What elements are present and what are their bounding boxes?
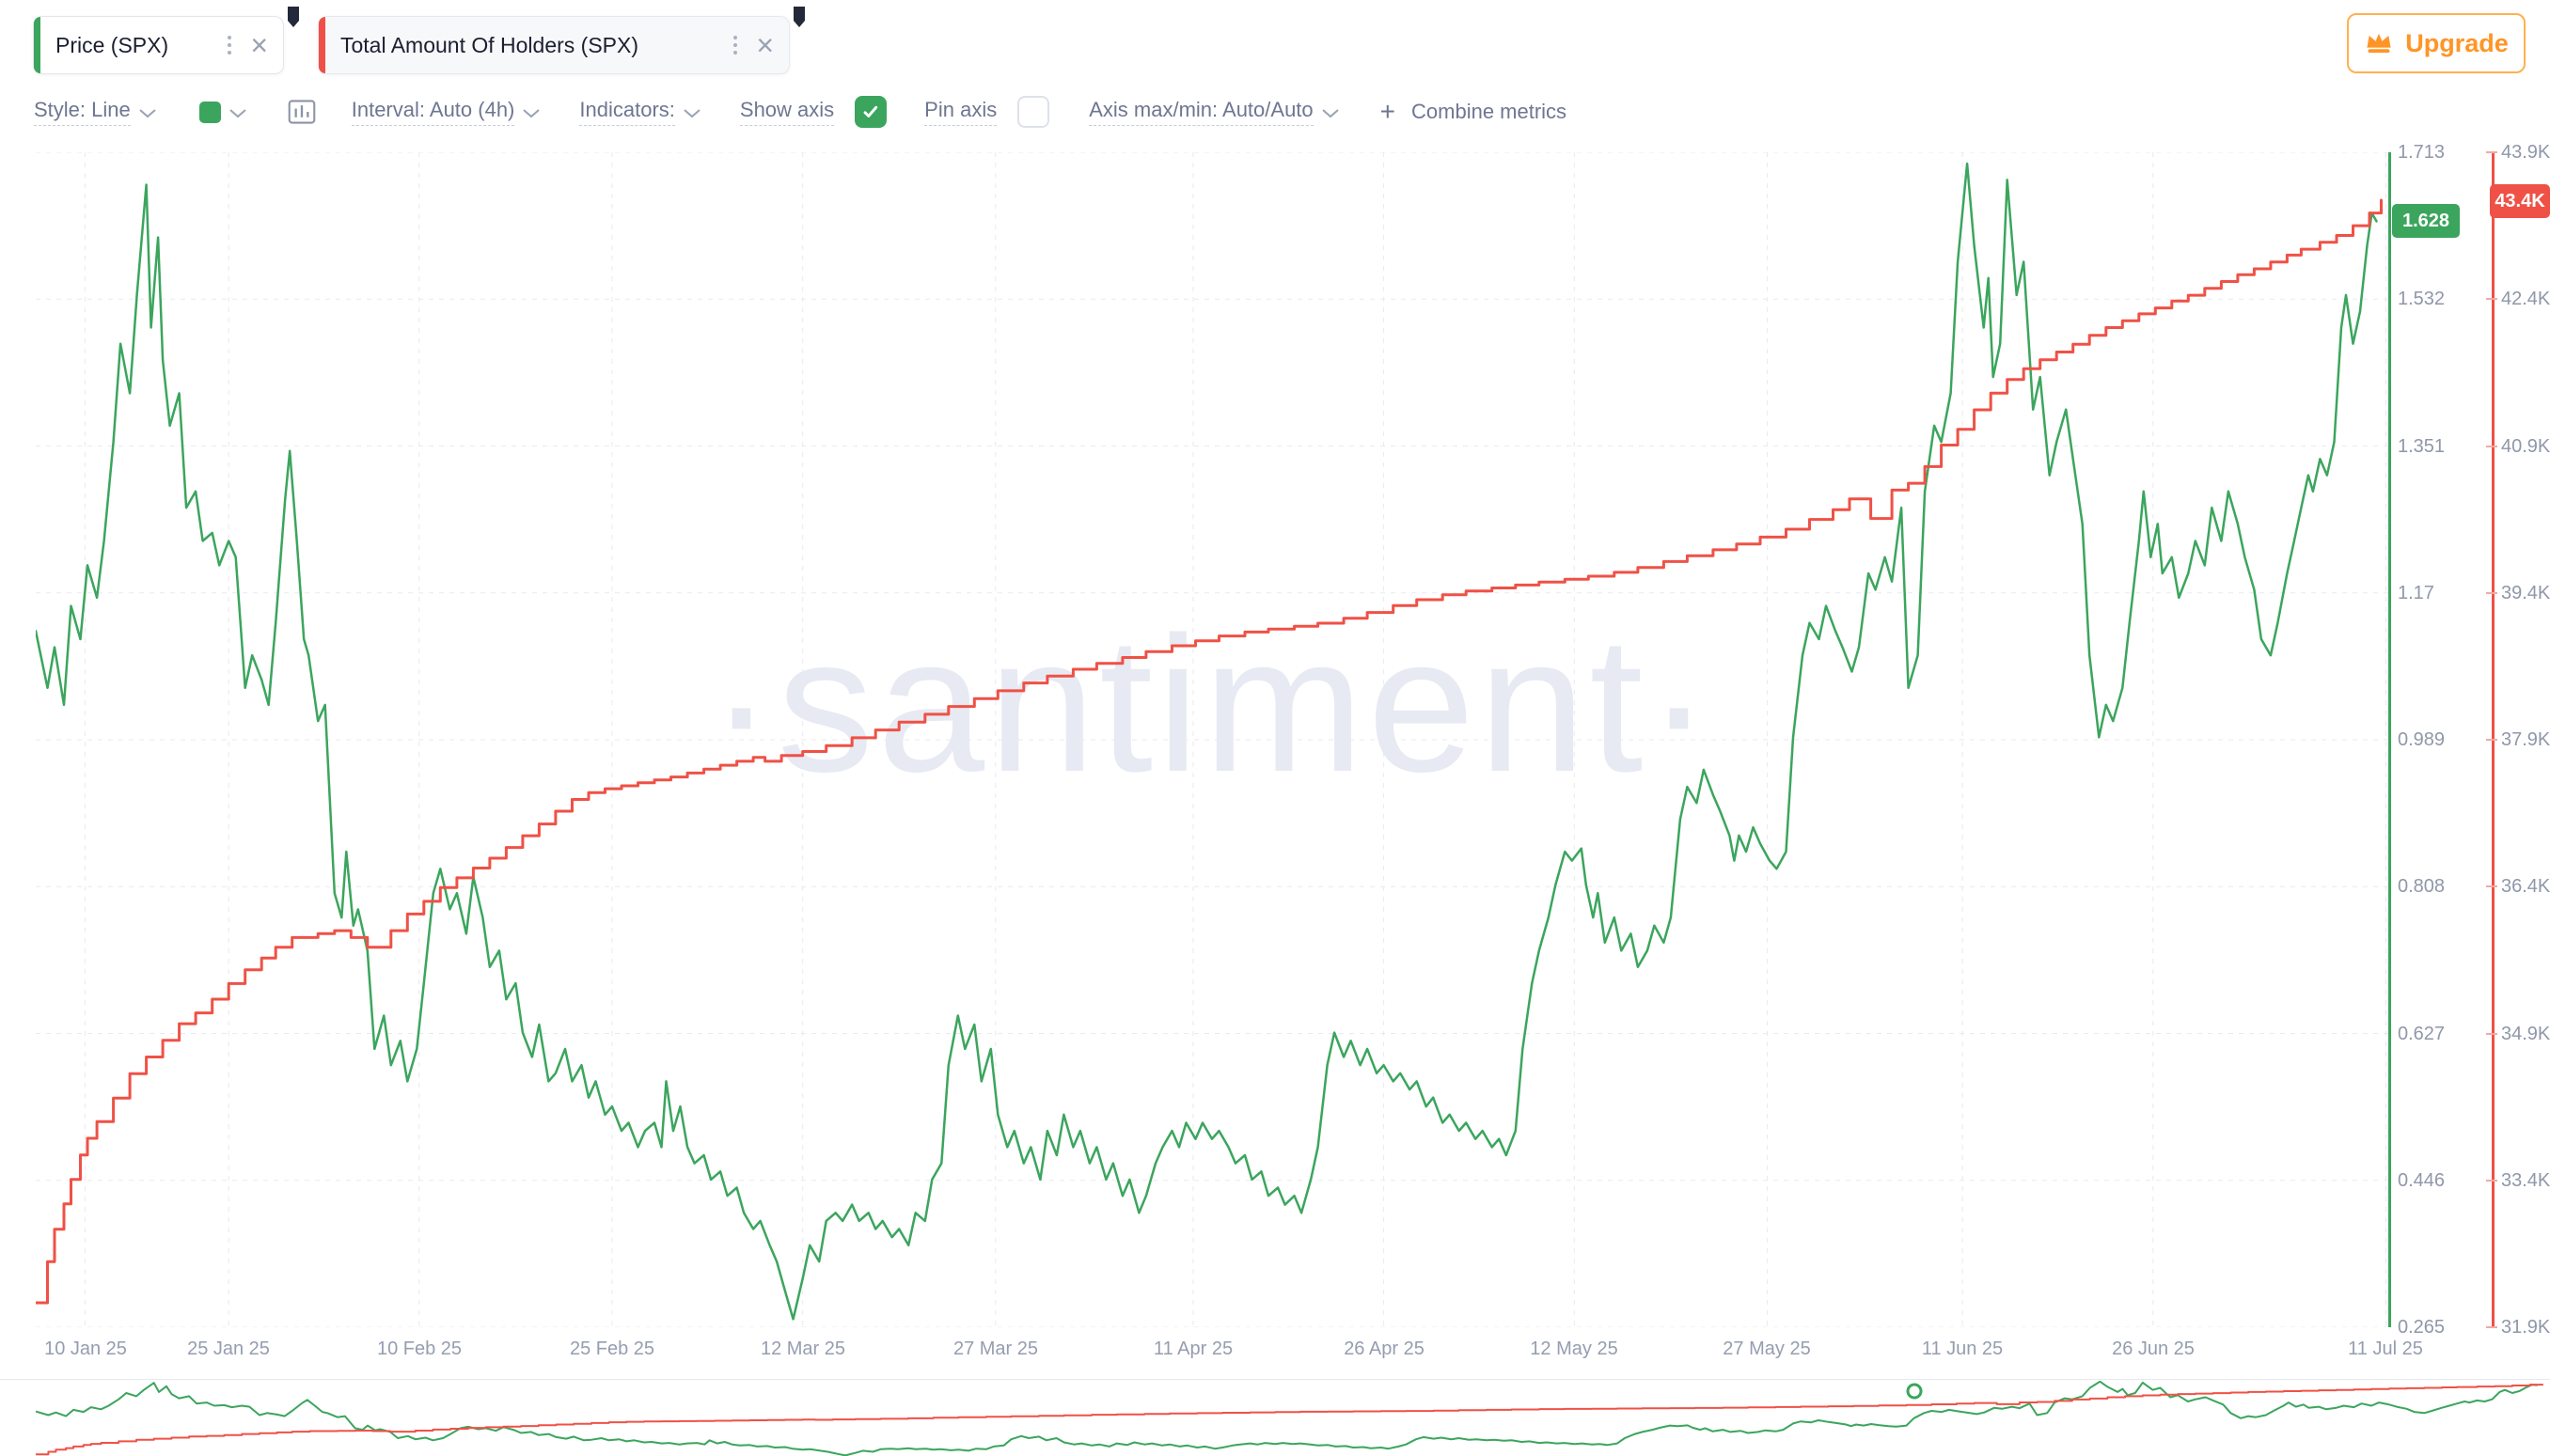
santiment-watermark: ·santiment· [709, 597, 1715, 812]
holders-axis-label: 42.4K [2501, 289, 2550, 309]
chevron-down-icon [523, 108, 541, 117]
date-label: 25 Jan 25 [187, 1339, 270, 1359]
holders-line [36, 198, 2383, 1305]
tab-holders-label: Total Amount Of Holders (SPX) [340, 32, 639, 57]
date-label: 10 Feb 25 [376, 1339, 463, 1359]
chevron-down-icon [139, 108, 156, 117]
tab-accent-bar-green [34, 17, 40, 73]
chevron-down-icon [229, 108, 246, 117]
chart-preview-minimap[interactable] [36, 1381, 2550, 1456]
tab-price-label: Price (SPX) [55, 32, 169, 57]
price-axis-label: 1.532 [2398, 289, 2446, 309]
holders-axis-label: 36.4K [2501, 876, 2550, 897]
holders-axis-label: 43.9K [2501, 142, 2550, 163]
holders-axis-tick [2486, 151, 2497, 153]
tab-accent-bar-red [319, 17, 325, 73]
date-label: 10 Jan 25 [44, 1339, 127, 1359]
holders-axis-label: 39.4K [2501, 583, 2550, 603]
holders-axis-labels[interactable]: 43.9K 42.4K 40.9K 39.4K 37.9K 36.4K 34.9K 33.4K… [2501, 142, 2550, 1338]
chart-toolbar: Style: Line Interval: Auto (4h) Indicato… [34, 90, 1566, 133]
holders-axis-label: 37.9K [2501, 729, 2550, 750]
combine-metrics-label: Combine metrics [1411, 100, 1567, 123]
holders-current-badge: 43.4K [2490, 184, 2550, 218]
price-axis-line[interactable] [2388, 152, 2391, 1327]
tab-total-holders-spx[interactable]: Total Amount Of Holders (SPX) × [318, 16, 790, 74]
show-axis-label[interactable]: Show axis [739, 98, 835, 126]
tab-price-spx[interactable]: Price (SPX) × [33, 16, 284, 74]
date-label: 11 Jun 25 [1921, 1339, 2004, 1359]
drag-handle-icon[interactable] [286, 6, 301, 28]
price-line [36, 162, 2378, 1321]
indicators-label: Indicators: [579, 98, 675, 126]
price-axis-label: 1.713 [2398, 142, 2446, 163]
price-axis-label: 0.627 [2398, 1024, 2446, 1044]
price-axis-label: 0.989 [2398, 729, 2446, 750]
holders-axis-label: 40.9K [2501, 436, 2550, 457]
upgrade-label: Upgrade [2405, 28, 2509, 57]
interval-label: Interval: Auto (4h) [351, 98, 515, 126]
indicators-selector[interactable]: Indicators: [579, 98, 700, 126]
holders-axis-tick [2486, 1033, 2497, 1035]
holders-axis-tick [2486, 446, 2497, 447]
date-label: 11 Jul 25 [2348, 1339, 2423, 1359]
chevron-down-icon [1321, 108, 1339, 117]
price-current-badge: 1.628 [2392, 204, 2460, 238]
date-label: 27 May 25 [1723, 1339, 1811, 1359]
pin-axis-checkbox[interactable] [1017, 96, 1050, 128]
holders-axis-tick [2486, 1180, 2497, 1182]
holders-axis-tick [2486, 592, 2497, 594]
date-label: 25 Feb 25 [569, 1339, 655, 1359]
price-axis-label: 0.265 [2398, 1317, 2446, 1338]
holders-axis-tick [2486, 739, 2497, 741]
date-label: 27 Mar 25 [952, 1339, 1039, 1359]
style-selector[interactable]: Style: Line [34, 98, 156, 126]
upgrade-button[interactable]: Upgrade [2347, 13, 2526, 73]
price-axis-label: 1.351 [2398, 436, 2446, 457]
combine-metrics-button[interactable]: + Combine metrics [1380, 97, 1566, 127]
holders-axis-ticks [2486, 151, 2499, 1328]
axis-maxmin-label: Axis max/min: Auto/Auto [1089, 98, 1314, 126]
date-label: 26 Jun 25 [2112, 1339, 2195, 1359]
kebab-menu-icon[interactable] [730, 32, 741, 58]
holders-axis-label: 33.4K [2501, 1170, 2550, 1191]
holders-axis-label: 34.9K [2501, 1024, 2550, 1044]
date-label: 12 May 25 [1530, 1339, 1618, 1359]
check-icon [863, 105, 878, 117]
price-axis-labels[interactable]: 1.713 1.532 1.351 1.17 0.989 0.808 0.627 0.446 0… [2398, 142, 2482, 1338]
date-label: 12 Mar 25 [760, 1339, 846, 1359]
chart-plot[interactable] [36, 152, 2388, 1327]
holders-axis-tick [2486, 1326, 2497, 1328]
color-swatch [198, 101, 221, 123]
price-axis-label: 1.17 [2398, 583, 2434, 603]
close-icon[interactable]: × [756, 28, 774, 62]
minimap-marker-dot[interactable] [1906, 1383, 1923, 1400]
crown-icon [2367, 33, 2391, 54]
holders-axis-label: 31.9K [2501, 1317, 2550, 1338]
kebab-menu-icon[interactable] [224, 32, 235, 58]
price-axis-label: 0.446 [2398, 1170, 2446, 1191]
drag-handle-icon[interactable] [792, 6, 807, 28]
style-label: Style: Line [34, 98, 131, 126]
holders-axis-tick [2486, 298, 2497, 300]
preview-strip-divider [0, 1379, 2550, 1380]
interval-selector[interactable]: Interval: Auto (4h) [351, 98, 541, 126]
axis-maxmin-selector[interactable]: Axis max/min: Auto/Auto [1089, 98, 1339, 126]
color-swatch-selector[interactable] [198, 101, 246, 123]
price-axis-label: 0.808 [2398, 876, 2446, 897]
chevron-down-icon [684, 108, 700, 117]
show-axis-checkbox[interactable] [855, 96, 888, 128]
date-label: 26 Apr 25 [1344, 1339, 1425, 1359]
pin-axis-label[interactable]: Pin axis [924, 98, 998, 126]
chart-type-button[interactable] [288, 99, 316, 125]
plus-icon: + [1379, 97, 1396, 126]
date-label: 11 Apr 25 [1153, 1339, 1234, 1359]
bar-chart-icon [288, 100, 316, 124]
close-icon[interactable]: × [250, 28, 268, 62]
holders-axis-tick [2486, 885, 2497, 887]
